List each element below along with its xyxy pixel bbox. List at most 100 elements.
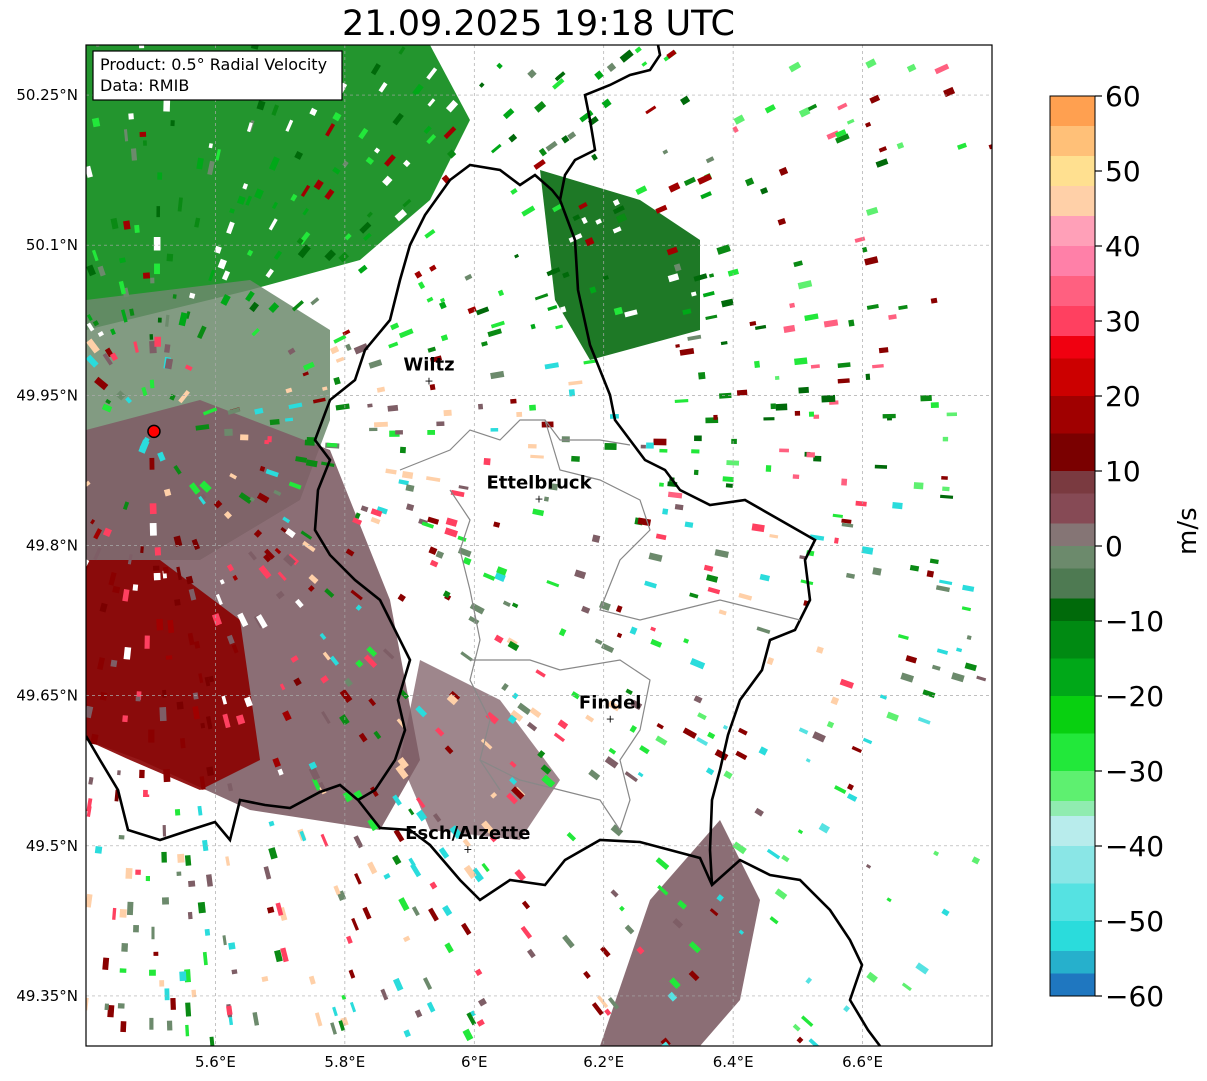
echo-pixel xyxy=(737,727,748,736)
echo-pixel xyxy=(693,469,699,476)
echo-pixel xyxy=(240,434,249,441)
echo-pixel xyxy=(490,320,505,329)
echo-pixel xyxy=(90,733,99,745)
colorbar-swatch xyxy=(1050,801,1095,816)
echo-pixel xyxy=(707,731,716,740)
echo-pixel xyxy=(661,1041,673,1046)
echo-pixel xyxy=(342,329,351,336)
echo-pixel xyxy=(398,479,409,486)
echo-pixel xyxy=(256,614,268,629)
echo-pixel xyxy=(329,345,340,355)
echo-pixel xyxy=(532,508,545,517)
echo-pixel xyxy=(307,585,315,592)
echo-pixel xyxy=(135,869,141,875)
echo-pixel xyxy=(302,540,316,553)
echo-pixel xyxy=(607,996,620,1010)
echo-pixel xyxy=(796,1036,804,1044)
colorbar-swatch xyxy=(1050,921,1095,951)
echo-pixel xyxy=(834,537,839,544)
echo-pixel xyxy=(143,789,150,798)
echo-pixel xyxy=(516,411,523,418)
echo-pixel xyxy=(506,73,513,81)
echo-pixel xyxy=(195,424,210,431)
echo-pixel xyxy=(562,271,570,279)
echo-pixel xyxy=(598,600,611,611)
echo-pixel xyxy=(382,648,395,660)
echo-pixel xyxy=(97,657,106,671)
echo-pixel xyxy=(659,482,664,487)
echo-pixel xyxy=(682,727,697,739)
echo-pixel xyxy=(349,1001,357,1013)
echo-pixel xyxy=(813,455,822,462)
echo-pixel xyxy=(684,521,694,528)
echo-pixel xyxy=(477,997,487,1007)
colorbar-swatch xyxy=(1050,246,1095,276)
echo-pixel xyxy=(256,100,266,111)
echo-pixel xyxy=(616,632,623,639)
echo-pixel xyxy=(606,62,617,73)
echo-pixel xyxy=(288,481,302,490)
echo-pixel xyxy=(502,600,511,607)
echo-pixel xyxy=(769,533,779,539)
echo-pixel xyxy=(320,833,329,847)
echo-pixel xyxy=(527,443,537,449)
echo-pixel xyxy=(382,175,393,187)
echo-pixel xyxy=(547,305,558,311)
echo-pixel xyxy=(401,471,414,480)
echo-pixel xyxy=(312,397,326,404)
echo-pixel xyxy=(655,857,670,870)
echo-pixel xyxy=(185,575,194,585)
echo-pixel xyxy=(572,214,581,222)
echo-pixel xyxy=(804,313,819,322)
echo-pixel xyxy=(215,593,223,606)
echo-pixel xyxy=(794,357,808,366)
echo-pixel xyxy=(223,511,232,520)
echo-pixel xyxy=(392,977,404,992)
echo-pixel xyxy=(397,757,409,770)
echo-pixel xyxy=(108,572,117,586)
echo-pixel xyxy=(886,711,899,722)
echo-pixel xyxy=(754,807,764,817)
echo-pixel xyxy=(443,265,451,273)
echo-pixel xyxy=(466,1012,477,1026)
echo-pixel xyxy=(942,436,949,442)
echo-pixel xyxy=(839,678,854,689)
echo-pixel xyxy=(415,705,428,718)
echo-pixel xyxy=(493,521,501,528)
city-label: Esch/Alzette xyxy=(405,823,530,844)
colorbar-tick-label: −50 xyxy=(1105,905,1164,938)
echo-pixel xyxy=(879,694,888,700)
echo-pixel xyxy=(637,771,644,778)
echo-pixel xyxy=(343,677,353,688)
echo-pixel xyxy=(92,320,100,327)
echo-pixel xyxy=(732,126,739,133)
echo-pixel xyxy=(693,695,703,704)
echo-pixel xyxy=(408,808,415,816)
echo-pixel xyxy=(835,133,850,144)
echo-pixel xyxy=(204,676,211,687)
echo-pixel xyxy=(530,323,536,330)
echo-pixel xyxy=(299,830,307,842)
echo-pixel xyxy=(683,176,697,186)
echo-pixel xyxy=(302,361,315,371)
colorbar-swatch xyxy=(1050,156,1095,186)
echo-pixel xyxy=(571,691,581,700)
echo-pixel xyxy=(862,737,873,745)
echo-pixel xyxy=(335,403,350,411)
echo-pixel xyxy=(943,86,956,98)
echo-pixel xyxy=(205,716,213,730)
echo-pixel xyxy=(172,294,177,299)
echo-pixel xyxy=(157,172,163,180)
echo-pixel xyxy=(427,98,436,107)
echo-pixel xyxy=(153,572,161,581)
echo-pixel xyxy=(915,962,929,975)
echo-pixel xyxy=(142,140,147,146)
echo-pixel xyxy=(422,977,433,991)
echo-pixel xyxy=(354,512,361,519)
echo-pixel xyxy=(534,293,549,302)
echo-pixel xyxy=(261,976,269,983)
echo-pixel xyxy=(567,131,577,140)
echo-pixel xyxy=(110,659,118,668)
echo-pixel xyxy=(610,824,624,837)
echo-pixel xyxy=(841,518,852,524)
